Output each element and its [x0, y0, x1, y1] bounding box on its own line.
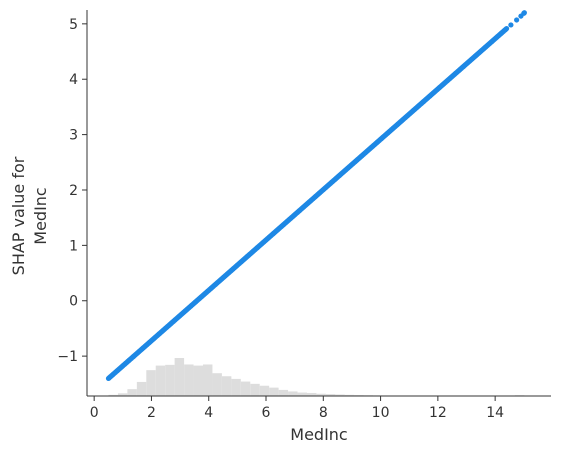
histogram-bar: [250, 383, 260, 396]
histogram-bar: [240, 381, 251, 396]
x-tick-label: 2: [147, 405, 156, 421]
data-point: [504, 25, 510, 32]
histogram-bar: [108, 394, 118, 396]
data-point: [508, 22, 514, 28]
x-axis-ticks: 0 2 4 6 8 10 12 14: [90, 396, 504, 421]
histogram-bar: [306, 392, 317, 396]
x-tick-label: 4: [204, 405, 213, 421]
y-axis-title-line-2: MedInc: [31, 187, 50, 244]
y-axis-ticks: −1 0 1 2 3 4 5: [57, 17, 87, 365]
data-point: [521, 10, 527, 16]
y-tick-label: 0: [69, 294, 78, 310]
x-tick-label: 8: [319, 405, 328, 421]
histogram-bar: [127, 389, 137, 396]
histogram-bar: [146, 370, 156, 396]
histogram-bar: [288, 391, 298, 396]
histogram-bar: [174, 358, 185, 396]
x-tick-label: 10: [372, 405, 390, 421]
histogram-bar: [325, 394, 336, 396]
y-axis-title-line-1: SHAP value for: [9, 156, 28, 275]
histogram-bar: [193, 365, 203, 396]
x-axis-title: MedInc: [290, 425, 347, 444]
histogram-bar: [269, 387, 279, 396]
feature-histogram: [108, 358, 525, 396]
histogram-bar: [184, 364, 194, 396]
x-tick-label: 6: [262, 405, 271, 421]
axes: [86, 10, 551, 397]
x-tick-label: 12: [429, 405, 447, 421]
y-tick-label: 3: [69, 128, 78, 144]
histogram-bar: [136, 381, 147, 396]
histogram-bar: [231, 378, 241, 396]
y-tick-label: 2: [69, 183, 78, 199]
x-tick-label: 14: [486, 405, 504, 421]
histogram-bar: [335, 394, 345, 396]
histogram-bar: [316, 393, 326, 396]
histogram-bar: [155, 365, 166, 396]
histogram-bar: [278, 389, 289, 396]
histogram-bar: [212, 373, 222, 396]
histogram-bar: [165, 364, 175, 396]
histogram-bar: [117, 393, 128, 396]
y-tick-label: 1: [69, 238, 78, 254]
y-tick-label: −1: [57, 349, 78, 365]
data-point: [514, 17, 520, 23]
y-tick-label: 5: [69, 17, 78, 33]
histogram-bar: [297, 392, 307, 396]
histogram-bar: [203, 364, 213, 396]
shap-scatter-points: [105, 10, 527, 382]
histogram-bar: [221, 376, 232, 396]
y-tick-label: 4: [69, 72, 78, 88]
histogram-bar: [259, 385, 270, 396]
x-tick-label: 0: [90, 405, 99, 421]
histogram-bar: [344, 394, 355, 396]
